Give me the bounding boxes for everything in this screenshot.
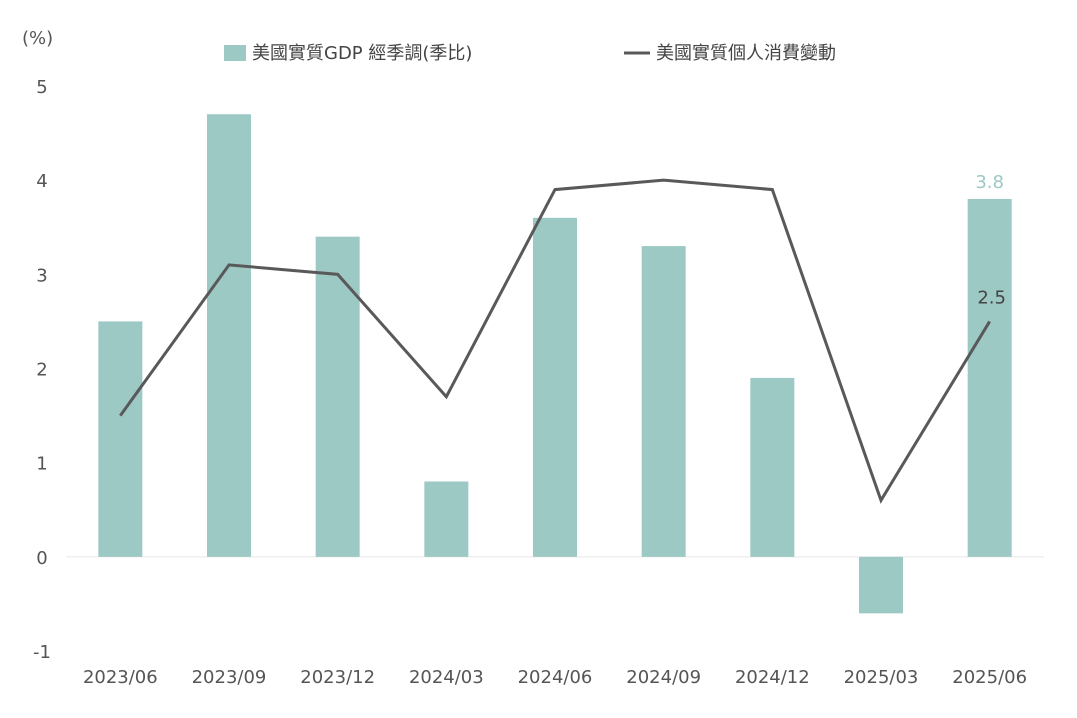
y-tick-label: 1 (36, 454, 47, 475)
x-tick-label: 2023/12 (300, 667, 375, 688)
bar-2023-06 (98, 321, 143, 557)
legend-consumption-label: 美國實質個人消費變動 (656, 43, 836, 64)
y-axis: -1 0 1 2 3 4 5 (33, 77, 51, 663)
line-series (119, 178, 991, 504)
legend-gdp-swatch (224, 45, 246, 61)
x-tick-label: 2025/03 (844, 667, 919, 688)
bar-2023-09 (207, 114, 251, 557)
bar-series (98, 114, 1012, 614)
gdp-last-value-label: 3.8 (975, 172, 1004, 193)
y-tick-label: 4 (36, 171, 47, 192)
y-tick-label: 3 (36, 265, 47, 286)
x-tick-label: 2024/12 (735, 667, 810, 688)
bar-2023-12 (315, 236, 360, 557)
x-tick-label: 2023/06 (83, 667, 158, 688)
bar-2025-06 (967, 199, 1012, 557)
legend-gdp-label: 美國實質GDP 經季調(季比) (252, 43, 472, 64)
y-tick-label: 0 (36, 548, 47, 569)
x-tick-label: 2024/03 (409, 667, 484, 688)
y-tick-label: 5 (36, 77, 47, 98)
y-tick-label: -1 (33, 642, 51, 663)
x-axis: 2023/06 2023/09 2023/12 2024/03 2024/06 2024/… (66, 556, 1044, 688)
bar-2024-12 (750, 377, 795, 557)
y-tick-label: 2 (36, 360, 47, 381)
bar-2024-03 (424, 481, 469, 557)
y-unit-label: (%) (22, 28, 53, 49)
legend: 美國實質GDP 經季調(季比) 美國實質個人消費變動 (224, 43, 836, 64)
x-tick-label: 2024/06 (518, 667, 593, 688)
data-labels: 3.8 2.5 (975, 172, 1006, 308)
consumption-last-value-label: 2.5 (977, 287, 1006, 308)
bar-2024-06 (533, 217, 577, 557)
x-tick-label: 2023/09 (192, 667, 267, 688)
x-tick-label: 2024/09 (626, 667, 701, 688)
bar-2025-03 (859, 556, 903, 614)
bar-2024-09 (641, 246, 686, 557)
x-tick-label: 2025/06 (952, 667, 1027, 688)
